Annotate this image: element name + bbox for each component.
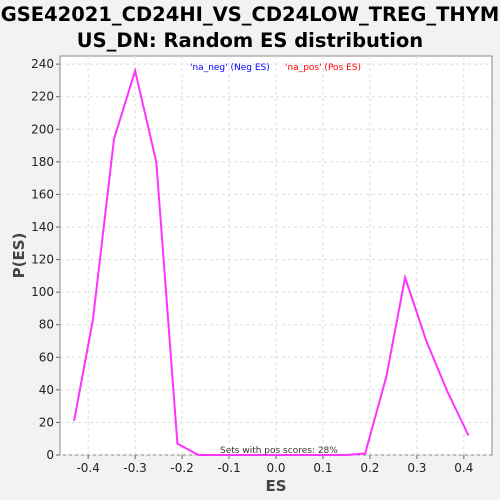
y-axis: 0 20 40 60 80 100 120 140 160 180 200 220 240 <box>31 57 60 462</box>
y-axis-label: P(ES) <box>10 233 28 279</box>
x-tick-label: 0.1 <box>313 461 332 475</box>
y-tick-label: 220 <box>31 90 54 104</box>
x-tick-label: 0.2 <box>360 461 379 475</box>
y-tick-label: 100 <box>31 285 54 299</box>
legend-neg: 'na_neg' (Neg ES) <box>190 63 270 73</box>
y-tick-label: 160 <box>31 187 54 201</box>
y-tick-label: 180 <box>31 155 54 169</box>
pos-scores-annotation: Sets with pos scores: 28% <box>220 446 338 456</box>
chart-title-line-2: US_DN: Random ES distribution <box>76 29 424 52</box>
x-tick-label: -0.4 <box>76 461 99 475</box>
series-group <box>73 66 470 456</box>
y-tick-label: 0 <box>46 448 54 462</box>
x-tick-label: 0.4 <box>454 461 473 475</box>
grid-lines <box>60 56 492 456</box>
x-axis: -0.4 -0.3 -0.2 -0.1 0.0 0.1 0.2 0.3 0.4 <box>76 455 473 475</box>
y-tick-label: 40 <box>39 383 54 397</box>
x-tick-label: -0.2 <box>170 461 193 475</box>
y-tick-label: 60 <box>39 350 54 364</box>
y-tick-label: 120 <box>31 253 54 267</box>
x-tick-label: 0.3 <box>407 461 426 475</box>
x-tick-label: -0.1 <box>217 461 240 475</box>
legend-pos: 'na_pos' (Pos ES) <box>285 63 361 73</box>
chart-title-line-1: GSE42021_CD24HI_VS_CD24LOW_TREG_THYM <box>0 3 500 26</box>
chart-title: GSE42021_CD24HI_VS_CD24LOW_TREG_THYM US_… <box>0 2 500 54</box>
x-axis-label: ES <box>265 477 286 495</box>
x-tick-label: -0.3 <box>123 461 146 475</box>
y-tick-label: 140 <box>31 220 54 234</box>
y-tick-label: 20 <box>39 415 54 429</box>
es-distribution-line <box>73 66 470 456</box>
y-tick-label: 240 <box>31 57 54 71</box>
x-tick-label: 0.0 <box>266 461 285 475</box>
y-tick-label: 200 <box>31 122 54 136</box>
y-tick-label: 80 <box>39 318 54 332</box>
